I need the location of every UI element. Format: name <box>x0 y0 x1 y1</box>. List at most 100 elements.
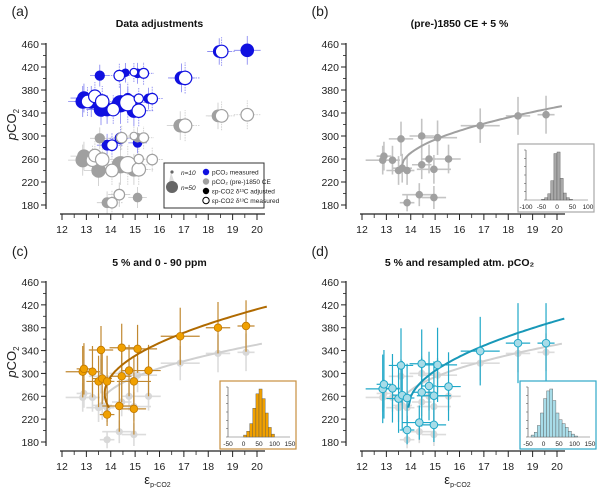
data-point <box>129 377 139 386</box>
x-tick-label: 18 <box>202 224 214 236</box>
y-tick-label: 380 <box>21 85 39 97</box>
x-tick-label: 18 <box>502 461 514 473</box>
data-point <box>475 346 485 356</box>
legend-entry-label: εp-CO2 δ¹³C adjusted <box>212 189 275 196</box>
x-tick-label: 12 <box>356 224 368 236</box>
data-point <box>94 70 105 81</box>
data-point <box>102 377 112 386</box>
data-point <box>213 323 223 332</box>
histogram-bar <box>566 197 570 201</box>
data-point <box>414 418 424 427</box>
data-point <box>94 94 110 109</box>
inset-x-tick-label: -50 <box>523 441 533 448</box>
data-point <box>105 163 119 178</box>
x-tick-label: 14 <box>405 224 417 236</box>
reference-point <box>242 348 250 356</box>
data-point <box>433 133 442 142</box>
y-tick-label: 420 <box>321 300 339 312</box>
x-tick-label: 12 <box>356 461 368 473</box>
inset-x-tick-label: -50 <box>223 441 233 448</box>
data-point <box>403 166 411 175</box>
histogram-bar <box>544 197 548 201</box>
y-tick-label: 220 <box>21 414 39 426</box>
reference-fit-curve <box>400 342 563 406</box>
inset-x-tick-label: 0 <box>542 441 546 448</box>
inset-histogram: -50 0 50 100 150 <box>219 380 297 450</box>
data-point <box>541 338 551 348</box>
inset-x-tick-label: 100 <box>583 204 594 211</box>
reference-fit-curve <box>100 342 263 406</box>
panel-a: (a) Data adjustments 180 220 260 300 340 380 420… <box>4 3 280 236</box>
panel-label: (c) <box>12 243 28 259</box>
inset-x-tick-label: -100 <box>519 204 532 211</box>
inset-x-tick-label: 0 <box>555 204 559 211</box>
x-tick-label: 13 <box>81 461 93 473</box>
data-point <box>396 361 406 370</box>
y-tick-label: 420 <box>21 300 39 312</box>
data-point <box>177 70 193 86</box>
histogram-bar <box>569 199 573 201</box>
histogram-bar <box>271 433 275 438</box>
data-point <box>102 410 112 419</box>
inset-x-tick-label: 50 <box>255 441 263 448</box>
y-tick-label: 300 <box>321 368 339 380</box>
data-point <box>444 382 453 391</box>
x-tick-label: 19 <box>527 461 539 473</box>
y-tick-label: 420 <box>321 62 339 74</box>
data-point <box>131 162 147 177</box>
data-point <box>380 152 388 160</box>
data-point <box>138 67 150 79</box>
histogram-bar <box>265 412 269 438</box>
data-point <box>214 108 229 123</box>
y-tick-label: 220 <box>321 177 339 189</box>
data-point <box>429 391 439 401</box>
y-tick-label: 420 <box>21 62 39 74</box>
data-point <box>115 131 128 144</box>
data-point <box>542 110 550 119</box>
data-point <box>129 131 139 141</box>
x-tick-label: 15 <box>129 224 141 236</box>
data-point <box>117 343 126 352</box>
histogram-bar <box>255 393 260 438</box>
data-point <box>402 425 412 435</box>
y-tick-label: 220 <box>321 414 339 426</box>
data-point <box>388 156 397 164</box>
inset-x-tick-label: 150 <box>585 441 596 448</box>
data-point <box>415 190 424 199</box>
inset-x-tick-label: 100 <box>269 441 280 448</box>
inset-x-tick-label: 150 <box>285 441 296 448</box>
data-point <box>133 344 142 354</box>
x-axis-label: εp-CO2 <box>144 472 171 488</box>
histogram-bar <box>258 388 263 438</box>
histogram-bar <box>547 193 551 201</box>
x-tick-label: 20 <box>251 224 263 236</box>
x-tick-label: 16 <box>454 461 466 473</box>
inset-x-tick-label: 0 <box>242 441 246 448</box>
x-tick-label: 17 <box>178 224 190 236</box>
x-tick-label: 12 <box>56 461 68 473</box>
inset-x-tick-label: -50 <box>537 204 547 211</box>
legend-entry-label: εp-CO2 δ¹³C measured <box>212 198 280 205</box>
y-tick-label: 380 <box>321 323 339 335</box>
data-point <box>424 381 434 391</box>
x-tick-label: 16 <box>454 224 466 236</box>
data-point <box>113 69 126 82</box>
inset-x-tick-label: 100 <box>569 441 580 448</box>
histogram-bar <box>571 433 575 438</box>
histogram-bar <box>574 435 578 438</box>
x-tick-label: 16 <box>154 224 166 236</box>
histogram-bar <box>533 431 538 438</box>
histogram-bar <box>543 398 547 438</box>
x-tick-label: 17 <box>478 224 490 236</box>
histogram-bar <box>249 423 253 438</box>
data-point <box>115 401 124 411</box>
data-point <box>176 332 185 341</box>
data-point <box>417 387 427 397</box>
y-tick-label: 260 <box>21 154 39 166</box>
data-point <box>240 43 255 58</box>
data-point <box>240 107 255 122</box>
legend-marker <box>202 196 210 205</box>
x-tick-label: 18 <box>202 461 214 473</box>
histogram-bar <box>553 153 558 201</box>
